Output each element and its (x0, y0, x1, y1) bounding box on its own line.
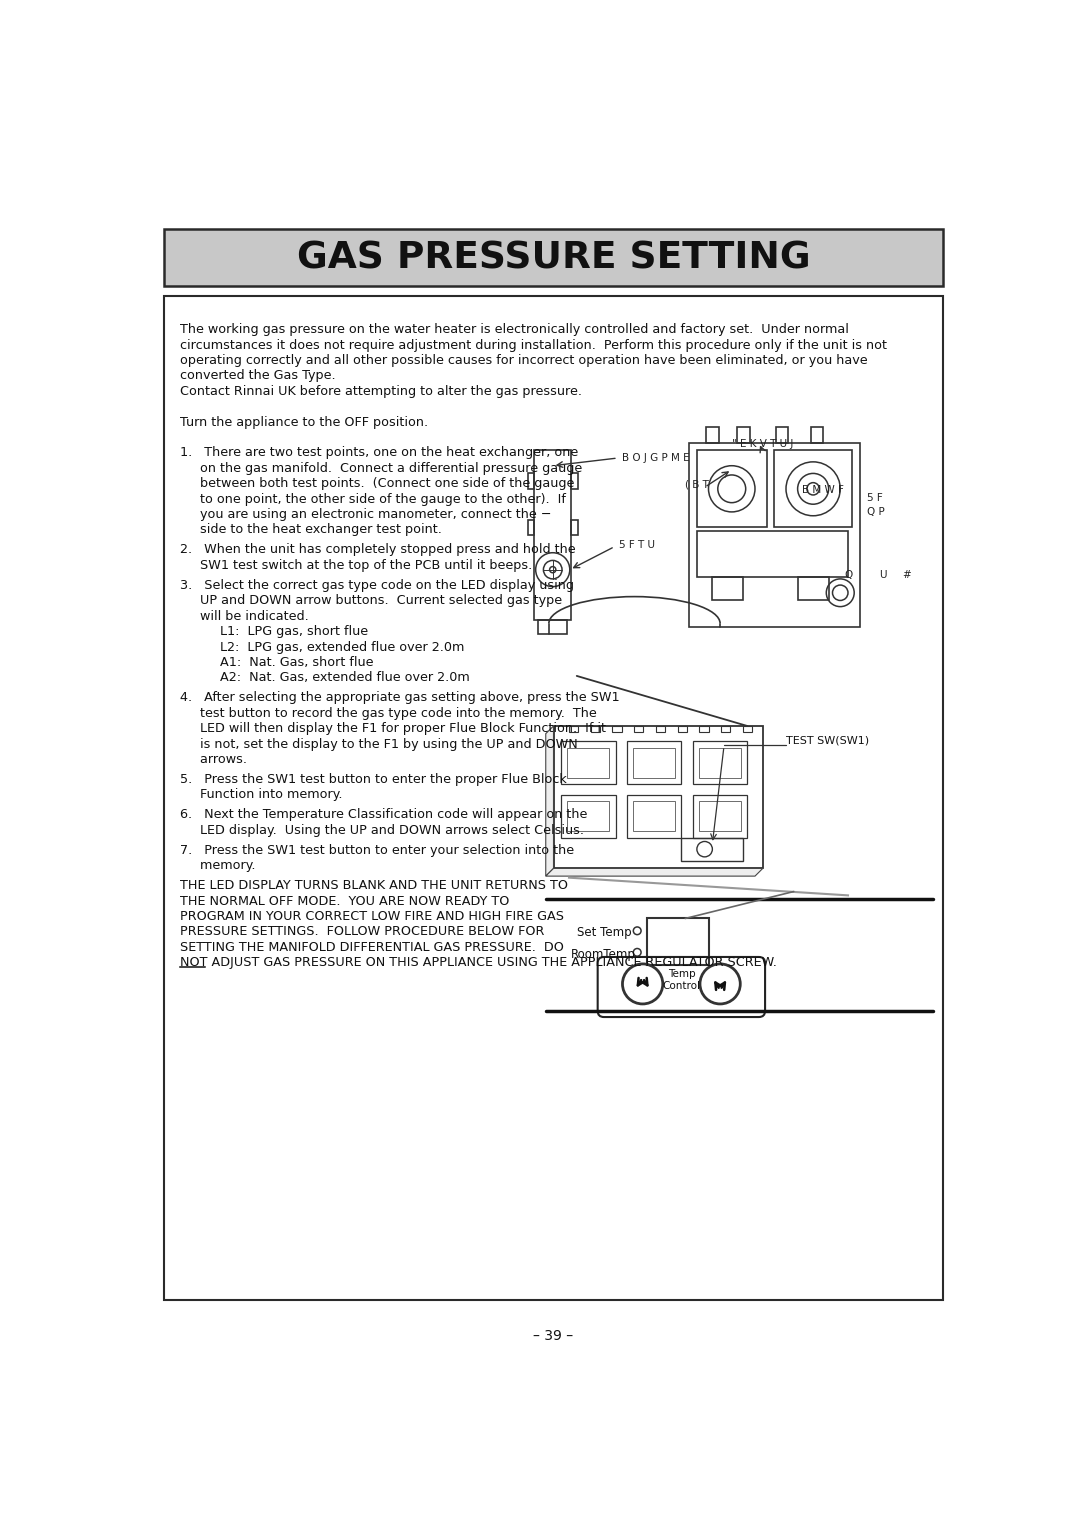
Text: RoomTemp: RoomTemp (570, 948, 635, 961)
Bar (633, 748, 675, 778)
Text: NOT ADJUST GAS PRESSURE ON THIS APPLIANCE USING THE APPLIANCE REGULATOR SCREW.: NOT ADJUST GAS PRESSURE ON THIS APPLIANC… (180, 957, 777, 969)
Bar (699, 748, 741, 778)
Text: you are using an electronic manometer, connect the −: you are using an electronic manometer, c… (180, 508, 551, 520)
Bar (697, 531, 848, 577)
Text: arrows.: arrows. (180, 752, 247, 766)
Bar (562, 795, 616, 838)
Text: B M W F: B M W F (801, 485, 843, 494)
Text: LED will then display the F1 for proper Flue Block Function.  If it: LED will then display the F1 for proper … (180, 722, 606, 736)
Text: to one point, the other side of the gauge to the other).  If: to one point, the other side of the gaug… (180, 493, 566, 505)
Text: GAS PRESSURE SETTING: GAS PRESSURE SETTING (297, 241, 810, 276)
Bar (743, 726, 752, 732)
Text: Temp
Control: Temp Control (662, 969, 700, 990)
Text: memory.: memory. (180, 859, 256, 873)
Text: L1:  LPG gas, short flue: L1: LPG gas, short flue (180, 626, 368, 638)
Text: will be indicated.: will be indicated. (180, 610, 309, 623)
Text: 1.   There are two test points, one on the heat exchanger, one: 1. There are two test points, one on the… (180, 447, 578, 459)
Bar (811, 427, 823, 443)
Bar (689, 443, 860, 627)
Bar (535, 450, 571, 620)
Text: converted the Gas Type.: converted the Gas Type. (180, 369, 336, 383)
Text: TEST SW(SW1): TEST SW(SW1) (786, 736, 869, 745)
Bar (738, 427, 750, 443)
Text: The working gas pressure on the water heater is electronically controlled and fa: The working gas pressure on the water he… (180, 324, 849, 336)
Bar (693, 795, 747, 838)
Text: 6.   Next the Temperature Classification code will appear on the: 6. Next the Temperature Classification c… (180, 809, 588, 821)
Text: #: # (902, 569, 912, 580)
Text: 5 F T U: 5 F T U (619, 540, 654, 551)
Text: B O J G P M E: B O J G P M E (622, 453, 689, 462)
Text: 5.   Press the SW1 test button to enter the proper Flue Block: 5. Press the SW1 test button to enter th… (180, 774, 567, 786)
Bar (634, 726, 644, 732)
Text: – 39 –: – 39 – (534, 1329, 573, 1343)
Bar (681, 838, 743, 861)
Bar (697, 450, 767, 528)
Bar (591, 726, 600, 732)
Bar (567, 748, 609, 778)
Text: Q P: Q P (867, 507, 886, 516)
Text: 2.   When the unit has completely stopped press and hold the: 2. When the unit has completely stopped … (180, 543, 576, 557)
Text: Set Temp: Set Temp (577, 926, 632, 938)
Text: 4.   After selecting the appropriate gas setting above, press the SW1: 4. After selecting the appropriate gas s… (180, 691, 620, 705)
Text: 7.   Press the SW1 test button to enter your selection into the: 7. Press the SW1 test button to enter yo… (180, 844, 575, 856)
Text: " E K V T U J: " E K V T U J (732, 439, 793, 449)
Text: SW1 test switch at the top of the PCB until it beeps.: SW1 test switch at the top of the PCB un… (180, 559, 532, 572)
Bar (633, 801, 675, 832)
Text: on the gas manifold.  Connect a differential pressure gauge: on the gas manifold. Connect a different… (180, 462, 582, 475)
Bar (721, 726, 730, 732)
Bar (528, 473, 535, 488)
Text: PRESSURE SETTINGS.  FOLLOW PROCEDURE BELOW FOR: PRESSURE SETTINGS. FOLLOW PROCEDURE BELO… (180, 925, 544, 938)
Text: test button to record the gas type code into the memory.  The: test button to record the gas type code … (180, 707, 597, 720)
Bar (612, 726, 622, 732)
Text: UP and DOWN arrow buttons.  Current selected gas type: UP and DOWN arrow buttons. Current selec… (180, 594, 562, 607)
Bar (562, 742, 616, 784)
Bar (699, 726, 708, 732)
Text: 3.   Select the correct gas type code on the LED display using: 3. Select the correct gas type code on t… (180, 578, 573, 592)
Bar (164, 229, 943, 285)
Text: SETTING THE MANIFOLD DIFFERENTIAL GAS PRESSURE.  DO: SETTING THE MANIFOLD DIFFERENTIAL GAS PR… (180, 942, 564, 954)
Text: LED display.  Using the UP and DOWN arrows select Celsius.: LED display. Using the UP and DOWN arrow… (180, 824, 584, 836)
Text: 5 F: 5 F (867, 493, 883, 502)
Bar (656, 726, 665, 732)
Text: circumstances it does not require adjustment during installation.  Perform this : circumstances it does not require adjust… (180, 339, 887, 351)
Text: between both test points.  (Connect one side of the gauge: between both test points. (Connect one s… (180, 478, 575, 490)
Text: PROGRAM IN YOUR CORRECT LOW FIRE AND HIGH FIRE GAS: PROGRAM IN YOUR CORRECT LOW FIRE AND HIG… (180, 909, 564, 923)
Bar (571, 473, 578, 488)
Text: Q: Q (845, 569, 852, 580)
Text: operating correctly and all other possible causes for incorrect operation have b: operating correctly and all other possib… (180, 354, 867, 368)
Bar (713, 577, 743, 600)
Text: U: U (879, 569, 887, 580)
Bar (677, 726, 687, 732)
Bar (699, 801, 741, 832)
Text: Contact Rinnai UK before attempting to alter the gas pressure.: Contact Rinnai UK before attempting to a… (180, 385, 582, 398)
Bar (774, 450, 852, 528)
Text: Turn the appliance to the OFF position.: Turn the appliance to the OFF position. (180, 415, 428, 429)
Polygon shape (545, 726, 554, 876)
Bar (571, 520, 578, 536)
Bar (627, 795, 681, 838)
Bar (693, 742, 747, 784)
Bar (798, 577, 828, 600)
Bar (775, 427, 788, 443)
Bar (538, 620, 567, 633)
Bar (647, 919, 708, 964)
Bar (164, 296, 943, 1300)
Text: THE LED DISPLAY TURNS BLANK AND THE UNIT RETURNS TO: THE LED DISPLAY TURNS BLANK AND THE UNIT… (180, 879, 568, 893)
Bar (569, 726, 578, 732)
Text: side to the heat exchanger test point.: side to the heat exchanger test point. (180, 523, 442, 537)
Bar (627, 742, 681, 784)
Bar (528, 520, 535, 536)
Text: ( B T: ( B T (685, 479, 710, 490)
Text: L2:  LPG gas, extended flue over 2.0m: L2: LPG gas, extended flue over 2.0m (180, 641, 464, 653)
Text: A2:  Nat. Gas, extended flue over 2.0m: A2: Nat. Gas, extended flue over 2.0m (180, 671, 470, 684)
Text: Function into memory.: Function into memory. (180, 789, 342, 801)
Text: is not, set the display to the F1 by using the UP and DOWN: is not, set the display to the F1 by usi… (180, 737, 578, 751)
Bar (706, 427, 718, 443)
Text: A1:  Nat. Gas, short flue: A1: Nat. Gas, short flue (180, 656, 374, 668)
Text: THE NORMAL OFF MODE.  YOU ARE NOW READY TO: THE NORMAL OFF MODE. YOU ARE NOW READY T… (180, 894, 510, 908)
Polygon shape (545, 868, 762, 876)
Bar (567, 801, 609, 832)
